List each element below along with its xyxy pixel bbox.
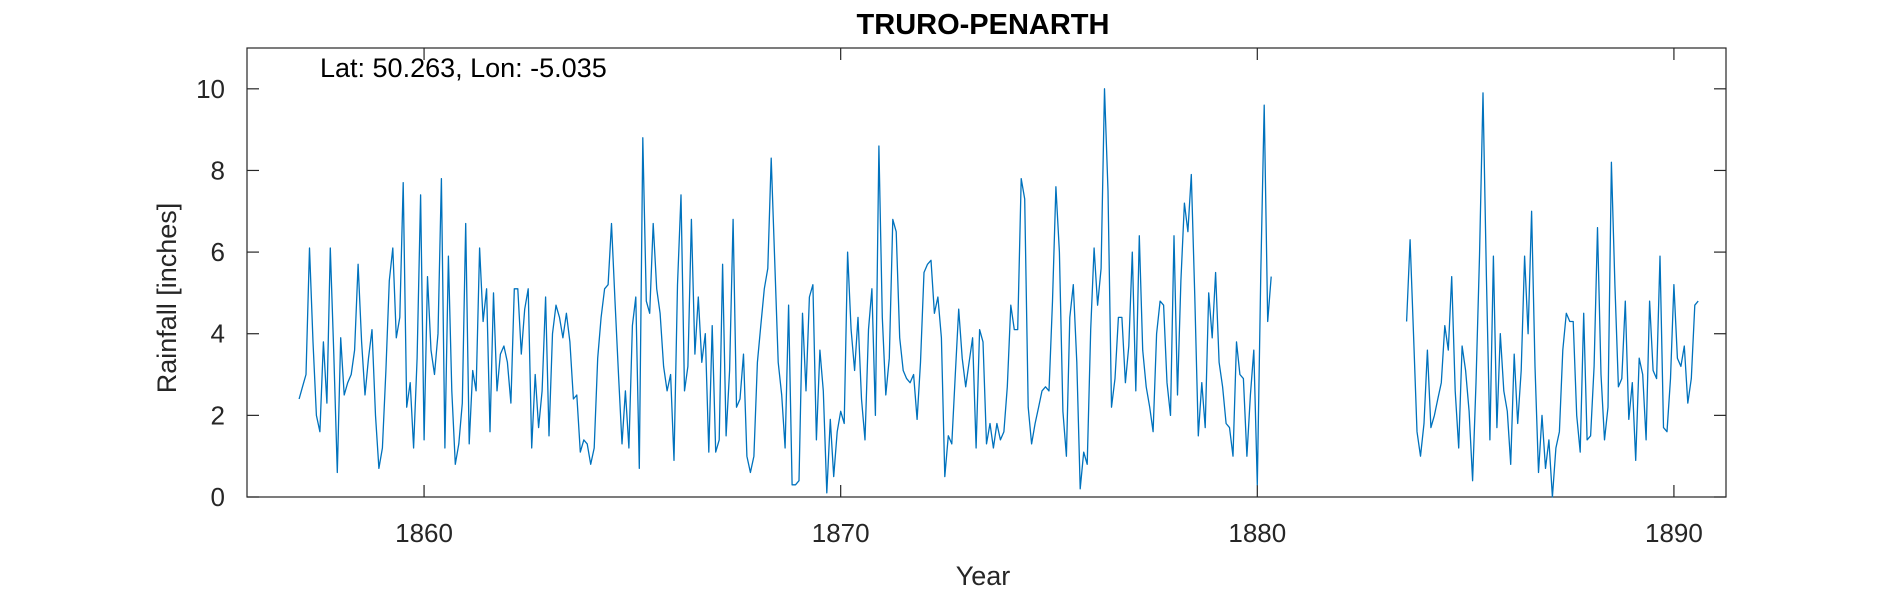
rainfall-series-line-1 xyxy=(298,88,1272,494)
x-axis-label: Year xyxy=(956,561,1011,591)
y-tick-label: 6 xyxy=(211,237,225,267)
y-tick-label: 10 xyxy=(196,74,225,104)
axis-ticks: 1860 1870 1880 1890 0 2 4 6 8 10 xyxy=(196,48,1726,548)
y-tick-label: 0 xyxy=(211,482,225,512)
plot-box xyxy=(246,47,1727,498)
y-axis-label: Rainfall [inches] xyxy=(152,203,182,394)
x-tick-label: 1890 xyxy=(1645,518,1703,548)
axes-area xyxy=(246,47,1727,498)
y-tick-label: 2 xyxy=(211,400,225,430)
x-tick-label: 1880 xyxy=(1228,518,1286,548)
data-lines xyxy=(298,88,1699,498)
y-tick-label: 8 xyxy=(211,155,225,185)
rainfall-series-line-2 xyxy=(1405,92,1699,498)
y-tick-label: 4 xyxy=(211,319,225,349)
x-tick-label: 1860 xyxy=(395,518,453,548)
location-annotation: Lat: 50.263, Lon: -5.035 xyxy=(320,53,607,83)
x-tick-label: 1870 xyxy=(812,518,870,548)
chart-title: TRURO-PENARTH xyxy=(857,9,1110,41)
